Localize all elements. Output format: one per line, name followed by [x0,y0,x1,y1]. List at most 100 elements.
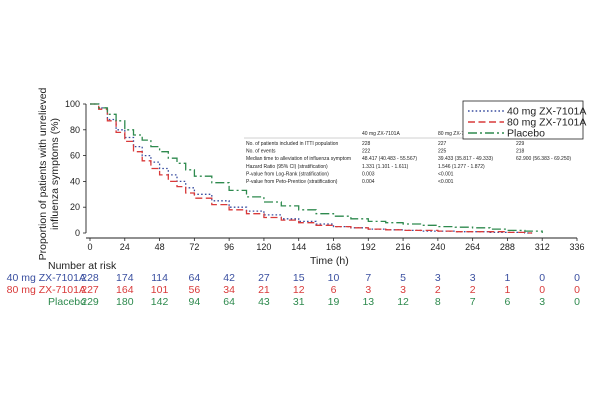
risk-count: 6 [331,284,337,296]
risk-count: 0 [574,296,580,308]
stats-cell: 48.417 (40.483 - 55.567) [362,156,417,162]
stats-cell: 222 [362,149,371,155]
y-tick-label: 0 [75,228,80,238]
x-tick-label: 264 [465,242,480,252]
risk-count: 27 [258,272,270,284]
y-tick-label: 60 [70,151,80,161]
risk-count: 1 [505,284,511,296]
stats-cell: 225 [438,149,447,155]
risk-count: 31 [293,296,305,308]
risk-count: 94 [189,296,201,308]
risk-count: 227 [81,284,99,296]
y-tick-label: 100 [65,99,80,109]
x-tick-label: 240 [430,242,445,252]
risk-count: 229 [81,296,99,308]
x-tick-label: 72 [189,242,199,252]
chart-series [90,103,543,234]
risk-count: 0 [539,284,545,296]
risk-count: 6 [505,296,511,308]
risk-count: 101 [151,284,169,296]
risk-count: 0 [539,272,545,284]
risk-count: 64 [189,272,201,284]
risk-count: 34 [223,284,235,296]
risk-row-label: 40 mg ZX-7101A [7,272,86,284]
risk-count: 7 [365,272,371,284]
legend-box [462,100,584,140]
x-tick-label: 24 [120,242,130,252]
risk-count: 0 [574,284,580,296]
stats-cell: 39.433 (35.817 - 49.333) [438,156,493,162]
x-tick-label: 336 [569,242,584,252]
risk-row-label: 80 mg ZX-7101A [7,284,86,296]
risk-count: 180 [116,296,134,308]
x-tick-label: 192 [361,242,376,252]
stats-cell: 1.331 (1.101 - 1.611) [362,164,409,170]
y-axis-title-line2: influenza symptoms (%) [49,118,61,230]
risk-count: 42 [223,272,235,284]
risk-count: 2 [435,284,441,296]
risk-count: 3 [435,272,441,284]
x-tick-label: 96 [224,242,234,252]
risk-row-label: Placebo [48,296,86,308]
y-tick-label: 40 [70,176,80,186]
risk-count: 114 [151,272,168,284]
stats-cell: 0.004 [362,179,375,185]
risk-count: 8 [435,296,441,308]
stats-cell: <0.001 [438,179,454,185]
risk-count: 15 [293,272,305,284]
risk-count: 3 [539,296,545,308]
risk-count: 142 [151,296,169,308]
chart-axes: 0 24 48 72 96 120 144 168 192 216 240 264 288 312 336 0… [65,99,585,252]
legend-label: 40 mg ZX-7101A [507,106,586,118]
stats-cell: 227 [438,141,447,147]
x-tick-label: 288 [500,242,515,252]
x-axis-title: Time (h) [310,255,349,267]
risk-count: 13 [362,296,374,308]
risk-count: 3 [365,284,371,296]
y-tick-label: 20 [70,202,80,212]
risk-count: 3 [470,272,476,284]
stats-cell: <0.001 [438,171,454,177]
risk-count: 2 [470,284,476,296]
stats-row-label: No. of patients included in ITTI populat… [246,141,338,147]
stats-cell: 0.003 [362,171,375,177]
stats-row-label: Hazard Ratio (95% CI) (stratification) [246,164,328,170]
stats-row-label: Median time to alleviation of influenza … [246,156,351,162]
risk-count: 12 [293,284,305,296]
x-tick-label: 144 [291,242,306,252]
stats-row-label: No. of events [246,149,276,155]
risk-count: 12 [397,296,409,308]
stats-cell: 229 [516,141,525,147]
risk-count: 7 [470,296,476,308]
y-tick-label: 80 [70,125,80,135]
y-axis-title: Proportion of patients with unrelieved [37,87,49,260]
x-tick-label: 312 [535,242,550,252]
risk-count: 174 [116,272,134,284]
risk-count: 43 [258,296,270,308]
risk-count: 1 [505,272,511,284]
stats-header-cell: 80 mg ZX-7101A [438,131,476,137]
x-tick-label: 168 [326,242,341,252]
x-tick-label: 48 [155,242,165,252]
legend-label: 80 mg ZX-7101A [507,117,586,129]
risk-count: 228 [81,272,99,284]
risk-count: 5 [400,272,406,284]
x-tick-label: 0 [87,242,92,252]
stats-cell: 228 [362,141,371,147]
risk-count: 56 [189,284,201,296]
risk-count: 64 [223,296,235,308]
stats-row-label: P-value from Peto-Prentice (stratificati… [246,179,338,185]
risk-count: 10 [328,272,340,284]
stats-cell: 1.546 (1.277 - 1.872) [438,164,485,170]
stats-cell: 218 [516,149,525,155]
series-line [90,103,543,233]
legend-label: Placebo [507,128,545,140]
risk-count: 3 [400,284,406,296]
stats-header-cell: 40 mg ZX-7101A [362,131,400,137]
stats-row-label: P-value from Log-Rank (stratification) [246,171,329,177]
risk-table-title: Number at risk [48,260,117,272]
risk-count: 21 [258,284,270,296]
